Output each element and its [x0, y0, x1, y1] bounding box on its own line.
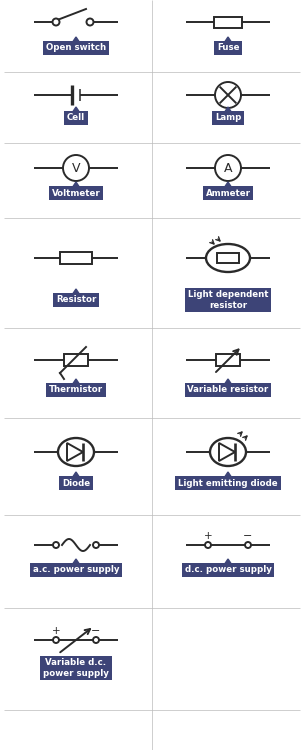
Polygon shape — [72, 182, 80, 188]
Text: +: + — [204, 531, 212, 541]
Circle shape — [93, 637, 99, 643]
Polygon shape — [67, 443, 83, 461]
Polygon shape — [224, 472, 232, 478]
Bar — [64, 354, 88, 366]
Text: Open switch: Open switch — [46, 44, 106, 52]
Text: Thermistor: Thermistor — [49, 386, 103, 394]
Circle shape — [53, 19, 60, 26]
Bar — [60, 252, 92, 264]
Polygon shape — [224, 182, 232, 188]
Polygon shape — [224, 289, 232, 295]
Polygon shape — [72, 107, 80, 113]
Text: A: A — [224, 162, 232, 175]
Polygon shape — [224, 37, 232, 43]
Text: a.c. power supply: a.c. power supply — [33, 566, 119, 574]
Text: Light emitting diode: Light emitting diode — [178, 478, 278, 488]
Bar — [217, 253, 239, 263]
Circle shape — [53, 637, 59, 643]
Text: Lamp: Lamp — [215, 113, 241, 122]
Text: Light dependent
resistor: Light dependent resistor — [188, 290, 268, 310]
Text: Resistor: Resistor — [56, 296, 96, 304]
Text: Diode: Diode — [62, 478, 90, 488]
Circle shape — [93, 542, 99, 548]
Polygon shape — [224, 559, 232, 565]
Bar — [214, 16, 242, 28]
Polygon shape — [72, 37, 80, 43]
Text: −: − — [91, 626, 101, 636]
Text: Fuse: Fuse — [217, 44, 239, 52]
Polygon shape — [72, 379, 80, 385]
Polygon shape — [72, 657, 80, 663]
Text: Cell: Cell — [67, 113, 85, 122]
Text: −: − — [243, 531, 253, 541]
Circle shape — [87, 19, 94, 26]
Text: +: + — [52, 626, 60, 636]
Polygon shape — [224, 107, 232, 113]
Text: V: V — [72, 162, 80, 175]
Bar — [216, 354, 240, 366]
Polygon shape — [72, 472, 80, 478]
Text: Variable resistor: Variable resistor — [187, 386, 269, 394]
Text: d.c. power supply: d.c. power supply — [185, 566, 271, 574]
Text: Voltmeter: Voltmeter — [52, 188, 100, 197]
Circle shape — [245, 542, 251, 548]
Polygon shape — [219, 443, 235, 461]
Text: Ammeter: Ammeter — [206, 188, 250, 197]
Circle shape — [53, 542, 59, 548]
Circle shape — [205, 542, 211, 548]
Text: Variable d.c.
power supply: Variable d.c. power supply — [43, 658, 109, 678]
Polygon shape — [72, 289, 80, 295]
Polygon shape — [224, 379, 232, 385]
Polygon shape — [72, 559, 80, 565]
